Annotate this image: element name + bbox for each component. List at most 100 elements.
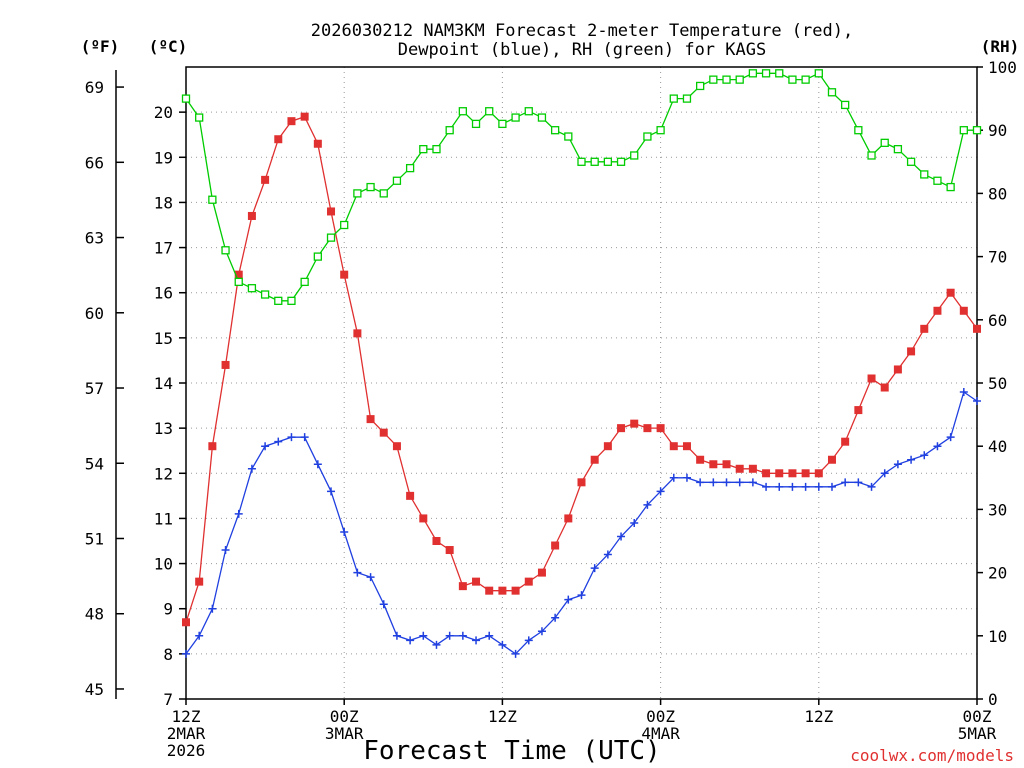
data-point xyxy=(827,482,836,491)
data-point xyxy=(630,518,639,527)
data-point xyxy=(221,546,230,555)
data-point xyxy=(313,252,322,261)
data-point xyxy=(748,69,758,78)
data-point xyxy=(761,69,771,78)
data-point xyxy=(616,157,626,166)
data-point xyxy=(775,69,784,78)
data-point xyxy=(313,139,322,148)
fahrenheit-tick-label: 45 xyxy=(85,680,104,699)
data-point xyxy=(972,126,982,135)
celsius-tick-label: 15 xyxy=(154,329,173,348)
data-point xyxy=(656,487,665,496)
data-point xyxy=(485,631,494,640)
x-tick-label: 2MAR xyxy=(167,724,206,743)
data-point xyxy=(195,113,204,122)
rh-tick-label: 80 xyxy=(988,184,1007,203)
data-point xyxy=(946,288,955,297)
x-tick-label: 12Z xyxy=(488,707,517,726)
data-point xyxy=(682,94,692,103)
data-point xyxy=(973,324,981,333)
data-point xyxy=(709,75,718,84)
data-point xyxy=(630,151,639,160)
data-point xyxy=(524,107,533,116)
data-point xyxy=(511,113,520,122)
data-point xyxy=(234,509,243,518)
data-point xyxy=(498,586,507,595)
rh-tick-label: 0 xyxy=(988,690,998,709)
celsius-tick-label: 11 xyxy=(154,509,173,528)
rh-unit-label: (RH) xyxy=(981,37,1020,56)
data-point xyxy=(261,175,270,184)
data-point xyxy=(788,469,797,478)
data-point xyxy=(498,640,507,649)
data-point xyxy=(946,182,955,192)
data-point xyxy=(524,577,533,586)
data-point xyxy=(472,636,481,645)
data-point xyxy=(590,455,599,464)
data-point xyxy=(405,163,415,173)
data-point xyxy=(893,460,902,469)
data-point xyxy=(735,464,744,473)
data-point xyxy=(406,636,415,645)
series-dewpoint xyxy=(182,388,981,658)
data-point xyxy=(603,550,612,559)
data-point xyxy=(682,473,691,482)
data-point xyxy=(801,469,810,478)
data-point xyxy=(551,541,560,550)
series-line xyxy=(185,72,977,302)
celsius-tick-label: 14 xyxy=(154,374,173,393)
celsius-tick-label: 19 xyxy=(154,148,173,167)
celsius-tick-label: 12 xyxy=(154,464,173,483)
data-point xyxy=(564,132,573,141)
data-point xyxy=(907,347,916,356)
data-point xyxy=(854,406,863,415)
x-tick-label: 5MAR xyxy=(958,724,997,743)
data-point xyxy=(893,365,902,374)
data-point xyxy=(432,145,441,154)
data-point xyxy=(445,126,454,135)
x-tick-label: 00Z xyxy=(963,707,992,726)
data-point xyxy=(511,586,520,595)
data-point xyxy=(814,69,823,78)
data-point xyxy=(827,455,836,464)
data-point xyxy=(419,145,428,154)
celsius-tick-label: 16 xyxy=(154,284,173,303)
data-point xyxy=(458,582,467,591)
data-point xyxy=(577,157,586,166)
data-point xyxy=(959,306,968,315)
rh-tick-label: 10 xyxy=(988,627,1007,646)
series-2-meter-temperature xyxy=(182,112,981,627)
data-point xyxy=(287,117,296,126)
data-point xyxy=(709,460,718,469)
data-point xyxy=(353,329,362,338)
data-point xyxy=(485,586,494,595)
data-point xyxy=(524,636,533,645)
data-point xyxy=(274,437,283,446)
data-point xyxy=(340,270,349,279)
data-point xyxy=(696,478,705,487)
data-point xyxy=(603,157,613,166)
data-point xyxy=(827,88,837,97)
series-line xyxy=(185,390,978,655)
data-point xyxy=(327,487,336,496)
data-point xyxy=(485,107,494,116)
fahrenheit-tick-label: 63 xyxy=(85,229,104,248)
celsius-tick-label: 10 xyxy=(154,555,173,574)
rh-tick-label: 70 xyxy=(988,248,1007,267)
data-point xyxy=(419,514,428,523)
data-point xyxy=(340,220,349,230)
data-point xyxy=(880,138,889,147)
rh-tick-label: 100 xyxy=(988,58,1017,77)
data-point xyxy=(973,397,981,406)
data-point xyxy=(801,482,810,491)
data-point xyxy=(722,75,731,84)
data-point xyxy=(300,433,309,442)
data-point xyxy=(656,126,665,135)
data-point xyxy=(722,478,731,487)
data-point xyxy=(326,233,336,242)
data-point xyxy=(564,595,573,604)
data-point xyxy=(261,442,270,451)
rh-tick-label: 30 xyxy=(988,500,1007,519)
x-tick-label: 2026 xyxy=(167,741,206,760)
chart-title-line-2: Dewpoint (blue), RH (green) for KAGS xyxy=(398,40,766,60)
